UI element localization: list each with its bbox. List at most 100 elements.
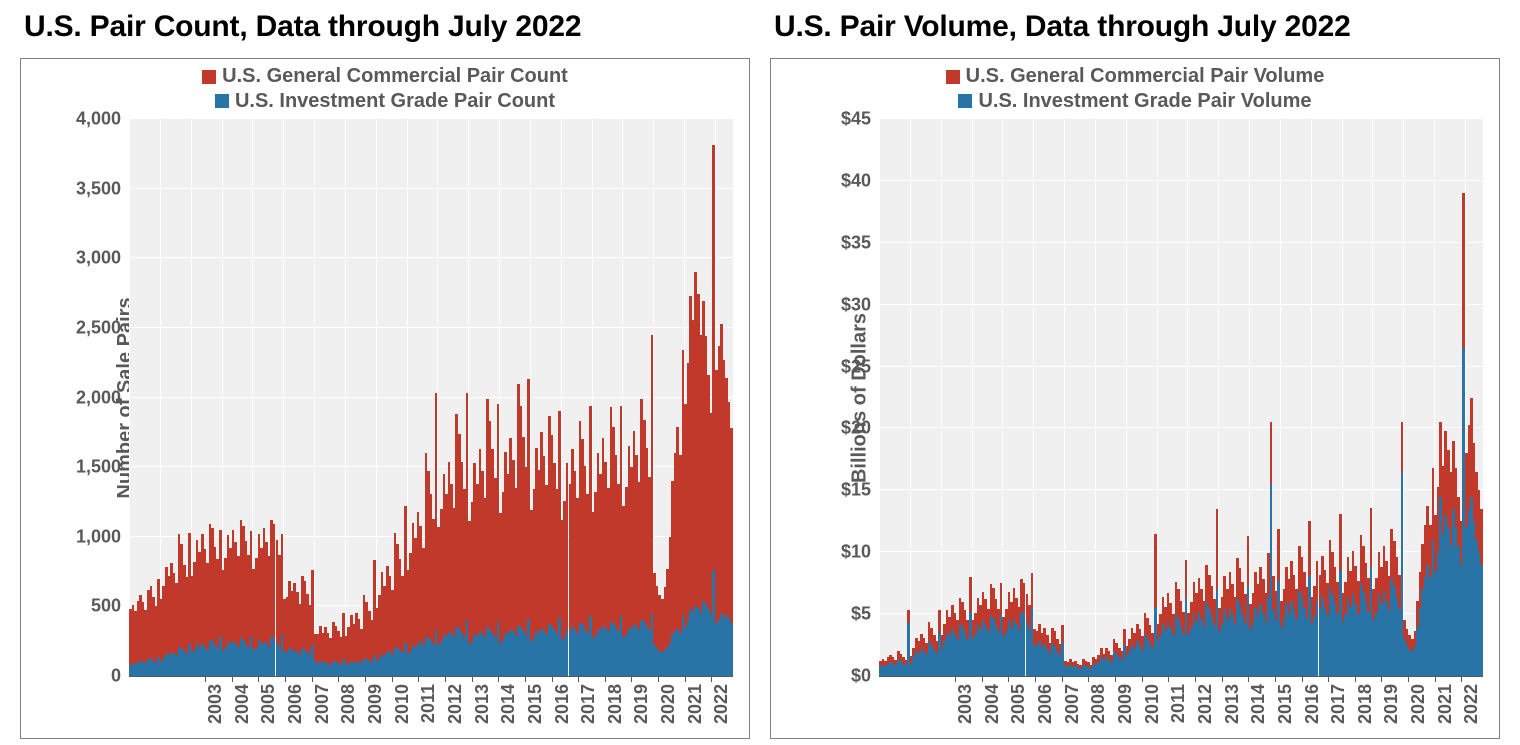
y-axis-left: 05001,0001,5002,0002,5003,0003,5004,000 [53,119,125,676]
x-tick-label: 2017 [1328,684,1349,724]
x-tick-label: 2009 [365,684,386,724]
x-tick-mark [982,676,983,682]
y-tick-label: 1,500 [76,457,121,478]
y-tick-label: 0 [111,666,121,687]
plot-area-left: Number of Sale Pairs 05001,0001,5002,000… [53,119,739,676]
y-tick-label: $5 [851,604,871,625]
x-tick-label: 2008 [1088,684,1109,724]
x-tick-label: 2021 [685,684,706,724]
swatch-icon [946,70,960,84]
x-tick-mark [472,676,473,682]
x-tick-mark [365,676,366,682]
panel-left: U.S. Pair Count, Data through July 2022 … [10,6,760,739]
bars-left [129,119,733,676]
x-tick-label: 2016 [1302,684,1323,724]
y-tick-label: 2,500 [76,317,121,338]
swatch-icon [958,94,972,108]
y-tick-label: $10 [841,542,871,563]
y-tick-label: $15 [841,480,871,501]
y-tick-label: 3,000 [76,248,121,269]
chart-left: U.S. General Commercial Pair Count U.S. … [20,58,750,739]
x-tick-mark [1115,676,1116,682]
y-tick-label: 1,000 [76,526,121,547]
x-tick-label: 2012 [445,684,466,724]
y-tick-label: $35 [841,232,871,253]
bar-segment-blue [730,623,733,676]
x-tick-label: 2013 [472,684,493,724]
bar-segment-red [730,428,733,623]
x-tick-mark [258,676,259,682]
y-tick-label: $0 [851,666,871,687]
title-left: U.S. Pair Count, Data through July 2022 [24,10,750,44]
y-tick-label: $30 [841,294,871,315]
x-tick-label: 2022 [711,684,732,724]
x-tick-label: 2015 [525,684,546,724]
y-tick-label: 3,500 [76,178,121,199]
x-tick-mark [658,676,659,682]
x-axis-left: 2003200420052006200720082009201020112012… [205,676,727,738]
legend-label: U.S. Investment Grade Pair Count [235,90,555,113]
x-tick-mark [1008,676,1009,682]
x-tick-label: 2009 [1115,684,1136,724]
legend-left: U.S. General Commercial Pair Count U.S. … [21,65,749,114]
x-tick-mark [1222,676,1223,682]
x-tick-label: 2014 [498,684,519,724]
swatch-icon [215,94,229,108]
x-tick-label: 2019 [631,684,652,724]
x-tick-label: 2003 [205,684,226,724]
x-tick-label: 2004 [982,684,1003,724]
plot-area-right: Billions of Dollars $0$5$10$15$20$25$30$… [803,119,1489,676]
x-tick-mark [552,676,553,682]
x-tick-label: 2007 [312,684,333,724]
x-tick-mark [232,676,233,682]
bars-right [879,119,1483,676]
x-tick-mark [1275,676,1276,682]
x-axis-right: 2003200420052006200720082009201020112012… [955,676,1477,738]
y-tick-label: 2,000 [76,387,121,408]
x-tick-label: 2005 [258,684,279,724]
x-tick-label: 2017 [578,684,599,724]
y-tick-label: $40 [841,170,871,191]
y-tick-label: $25 [841,356,871,377]
x-tick-mark [711,676,712,682]
x-tick-label: 2022 [1461,684,1482,724]
x-tick-label: 2008 [338,684,359,724]
x-tick-label: 2021 [1435,684,1456,724]
x-tick-mark [1302,676,1303,682]
x-tick-mark [955,676,956,682]
x-tick-mark [1248,676,1249,682]
x-tick-label: 2010 [1142,684,1163,724]
x-tick-label: 2013 [1222,684,1243,724]
x-tick-label: 2018 [605,684,626,724]
x-tick-mark [312,676,313,682]
plot-left: 2003200420052006200720082009201020112012… [129,119,733,676]
x-tick-mark [685,676,686,682]
plot-right: 2003200420052006200720082009201020112012… [879,119,1483,676]
x-tick-mark [445,676,446,682]
x-tick-mark [285,676,286,682]
swatch-icon [202,70,216,84]
x-tick-mark [605,676,606,682]
x-tick-label: 2006 [1035,684,1056,724]
x-tick-mark [1435,676,1436,682]
x-tick-label: 2016 [552,684,573,724]
title-right: U.S. Pair Volume, Data through July 2022 [774,10,1500,44]
x-tick-label: 2007 [1062,684,1083,724]
x-tick-label: 2020 [658,684,679,724]
legend-label: U.S. General Commercial Pair Volume [966,65,1325,88]
x-tick-label: 2004 [232,684,253,724]
chart-pair-container: U.S. Pair Count, Data through July 2022 … [0,0,1520,745]
x-tick-mark [1062,676,1063,682]
x-tick-mark [1408,676,1409,682]
x-tick-mark [205,676,206,682]
x-tick-mark [1088,676,1089,682]
y-tick-label: 500 [91,596,121,617]
x-tick-label: 2018 [1355,684,1376,724]
panel-right: U.S. Pair Volume, Data through July 2022… [760,6,1510,739]
x-tick-label: 2020 [1408,684,1429,724]
chart-right: U.S. General Commercial Pair Volume U.S.… [770,58,1500,739]
y-tick-label: $20 [841,418,871,439]
bar [730,119,733,676]
legend-label: U.S. General Commercial Pair Count [222,65,568,88]
x-tick-label: 2005 [1008,684,1029,724]
